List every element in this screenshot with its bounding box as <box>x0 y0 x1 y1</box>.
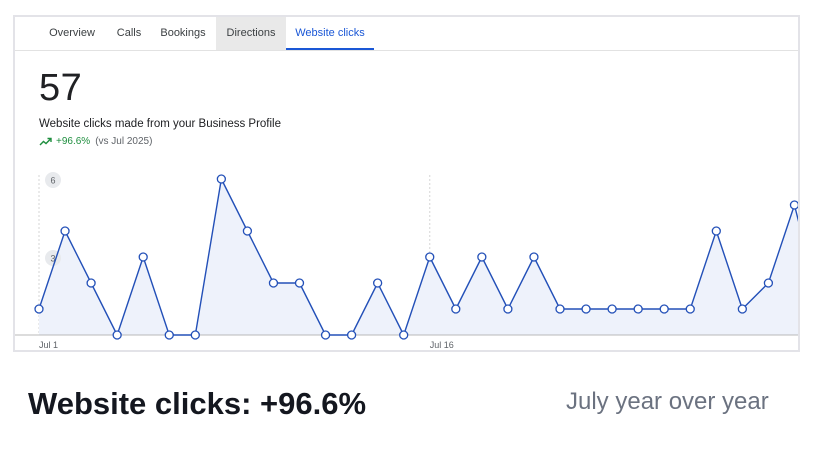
data-point <box>581 304 591 314</box>
change-comparison: (vs Jul 2025) <box>95 136 153 147</box>
data-point <box>320 330 331 340</box>
series-area <box>39 179 798 335</box>
data-point <box>112 330 122 340</box>
tab-website-clicks[interactable]: Website clicks <box>286 17 374 50</box>
data-point <box>190 330 200 340</box>
metric-value: 57 <box>39 67 83 109</box>
data-point <box>138 252 148 262</box>
data-point <box>477 252 487 262</box>
data-point <box>164 330 174 340</box>
data-point <box>451 304 461 314</box>
x-tick-label: Jul 1 <box>39 340 58 350</box>
data-point <box>346 330 357 340</box>
performance-card: Overview Calls Bookings Directions Websi… <box>13 15 800 352</box>
y-tick: 6 <box>45 172 61 188</box>
data-point <box>529 252 539 262</box>
data-point <box>86 278 96 288</box>
metric-change: +96.6% (vs Jul 2025) <box>39 136 152 147</box>
data-point <box>711 226 721 236</box>
data-point <box>425 252 435 262</box>
data-point <box>555 304 565 314</box>
data-point <box>633 304 643 314</box>
data-point <box>503 304 513 314</box>
svg-text:3: 3 <box>50 254 55 264</box>
data-point <box>372 278 383 288</box>
data-point <box>242 226 253 236</box>
data-point <box>789 200 798 210</box>
tab-overview[interactable]: Overview <box>49 27 95 39</box>
tab-bar: Overview Calls Bookings Directions Websi… <box>15 17 798 51</box>
data-point <box>763 278 774 288</box>
tab-directions[interactable]: Directions <box>216 17 286 50</box>
data-point <box>60 226 70 236</box>
data-point <box>216 174 227 184</box>
data-point <box>659 304 669 314</box>
footer-headline: Website clicks: +96.6% <box>28 386 367 421</box>
metric-description: Website clicks made from your Business P… <box>39 118 282 130</box>
footer-caption: July year over year <box>566 388 769 415</box>
data-point <box>607 304 617 314</box>
data-point <box>399 330 409 340</box>
data-point <box>737 304 747 314</box>
data-point <box>34 304 44 314</box>
svg-text:6: 6 <box>50 176 55 186</box>
trending-up-icon <box>39 137 52 146</box>
website-clicks-chart: 3 6 Jul 1 Jul 16 <box>15 172 798 350</box>
tab-bookings[interactable]: Bookings <box>160 27 206 39</box>
data-point <box>685 304 695 314</box>
change-percent: +96.6% <box>56 136 91 147</box>
x-tick-label: Jul 16 <box>430 340 454 350</box>
data-point <box>294 278 305 288</box>
data-point <box>268 278 279 288</box>
tab-calls[interactable]: Calls <box>116 27 142 39</box>
